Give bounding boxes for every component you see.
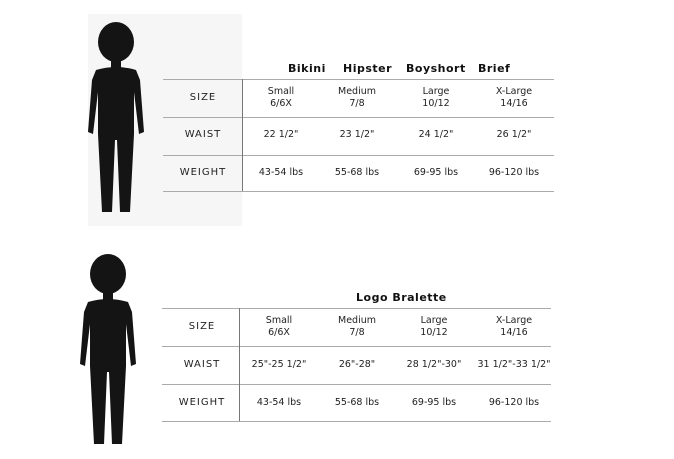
cell-text: 6/6X xyxy=(268,327,290,338)
cell-text: 7/8 xyxy=(349,98,365,109)
divider xyxy=(162,346,551,347)
table-cell: 43-54 lbs xyxy=(231,167,331,179)
cell-text: 26 1/2" xyxy=(496,129,532,140)
cell-text: 26"-28" xyxy=(338,359,376,370)
divider xyxy=(163,155,554,156)
cell-text: 7/8 xyxy=(349,327,365,338)
product-title-logo-bralette: Logo Bralette xyxy=(356,291,447,304)
cell-text: 31 1/2"-33 1/2" xyxy=(477,359,551,370)
cell-text: 25"-25 1/2" xyxy=(251,359,307,370)
table-cell: 25"-25 1/2" xyxy=(229,359,329,371)
cell-text: Large xyxy=(420,315,448,326)
table-cell: Medium 7/8 xyxy=(307,315,407,339)
row-label-size: SIZE xyxy=(189,92,217,103)
cell-text: Medium xyxy=(338,315,376,326)
cell-text: 23 1/2" xyxy=(339,129,375,140)
cell-text: X-Large xyxy=(495,86,533,97)
table-cell: 43-54 lbs xyxy=(229,397,329,409)
row-label-waist: WAIST xyxy=(184,129,222,140)
table-cell: 26"-28" xyxy=(307,359,407,371)
cell-text: Large xyxy=(422,86,450,97)
divider xyxy=(163,191,554,192)
table-cell: X-Large 14/16 xyxy=(464,315,564,339)
table-cell: 22 1/2" xyxy=(231,129,331,141)
cell-text: 10/12 xyxy=(422,98,450,109)
divider xyxy=(163,79,554,80)
divider xyxy=(239,308,240,421)
row-label-weight: WEIGHT xyxy=(178,397,226,408)
table-cell: 55-68 lbs xyxy=(307,397,407,409)
cell-text: 6/6X xyxy=(270,98,292,109)
product-title-boyshort: Boyshort xyxy=(406,62,466,75)
row-label-waist: WAIST xyxy=(183,359,221,370)
product-title-bikini: Bikini xyxy=(288,62,326,75)
table-cell: 55-68 lbs xyxy=(307,167,407,179)
cell-text: 69-95 lbs xyxy=(411,397,457,408)
cell-text: 10/12 xyxy=(420,327,448,338)
cell-text: 24 1/2" xyxy=(418,129,454,140)
cell-text: 28 1/2"-30" xyxy=(406,359,462,370)
product-title-brief: Brief xyxy=(478,62,511,75)
divider xyxy=(163,117,554,118)
table-cell: X-Large 14/16 xyxy=(464,86,564,110)
cell-text: 55-68 lbs xyxy=(334,167,380,178)
table-cell: Small 6/6X xyxy=(231,86,331,110)
cell-text: 43-54 lbs xyxy=(256,397,302,408)
row-label-weight: WEIGHT xyxy=(179,167,227,178)
table-cell: 69-95 lbs xyxy=(386,167,486,179)
table-cell: 24 1/2" xyxy=(386,129,486,141)
cell-text: 14/16 xyxy=(500,98,528,109)
table-cell: Large 10/12 xyxy=(384,315,484,339)
table-cell: Large 10/12 xyxy=(386,86,486,110)
divider xyxy=(162,384,551,385)
table-cell: 96-120 lbs xyxy=(464,167,564,179)
cell-text: X-Large xyxy=(495,315,533,326)
divider xyxy=(162,421,551,422)
cell-text: 96-120 lbs xyxy=(488,397,540,408)
row-label-size: SIZE xyxy=(188,321,216,332)
cell-text: Medium xyxy=(338,86,376,97)
table-cell: 28 1/2"-30" xyxy=(384,359,484,371)
child-silhouette-icon xyxy=(80,254,136,444)
divider xyxy=(162,308,551,309)
cell-text: 14/16 xyxy=(500,327,528,338)
table-cell: Small 6/6X xyxy=(229,315,329,339)
cell-text: 55-68 lbs xyxy=(334,397,380,408)
table-cell: 23 1/2" xyxy=(307,129,407,141)
table-cell: 26 1/2" xyxy=(464,129,564,141)
cell-text: 43-54 lbs xyxy=(258,167,304,178)
table-cell: Medium 7/8 xyxy=(307,86,407,110)
table-cell: 96-120 lbs xyxy=(464,397,564,409)
cell-text: 22 1/2" xyxy=(263,129,299,140)
table-cell: 31 1/2"-33 1/2" xyxy=(464,359,564,371)
cell-text: 69-95 lbs xyxy=(413,167,459,178)
cell-text: 96-120 lbs xyxy=(488,167,540,178)
product-title-hipster: Hipster xyxy=(343,62,393,75)
cell-text: Small xyxy=(267,86,295,97)
table-cell: 69-95 lbs xyxy=(384,397,484,409)
child-silhouette-icon xyxy=(88,22,144,212)
divider xyxy=(242,79,243,191)
cell-text: Small xyxy=(265,315,293,326)
